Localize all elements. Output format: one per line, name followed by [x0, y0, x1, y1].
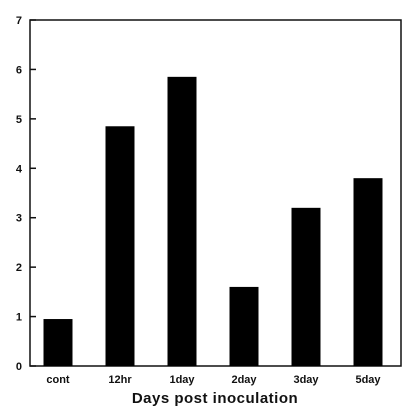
y-tick-label: 7	[16, 15, 22, 27]
y-tick-label: 3	[16, 213, 22, 225]
y-tick-label: 4	[16, 163, 23, 175]
bar-2day	[229, 286, 259, 366]
bar-cont	[43, 319, 73, 366]
x-axis-title: Days post inoculation	[132, 390, 298, 407]
x-axis: cont 12hr 1day 2day 3day 5day	[46, 374, 381, 386]
x-tick-label-12hr: 12hr	[108, 374, 132, 386]
bar-1day	[167, 76, 197, 366]
bar-3day	[291, 207, 321, 366]
x-tick-label-5day: 5day	[355, 374, 381, 386]
y-tick-label: 6	[16, 64, 22, 76]
x-tick-label-cont: cont	[46, 374, 70, 386]
y-tick-label: 0	[16, 361, 22, 373]
y-axis: 0 1 2 3 4 5 6 7	[16, 15, 36, 373]
y-tick-label: 2	[16, 262, 22, 274]
bar-12hr	[105, 126, 135, 367]
plot-frame	[29, 19, 402, 367]
bars-group	[43, 76, 383, 367]
y-tick-label: 1	[16, 312, 22, 324]
x-tick-label-2day: 2day	[231, 374, 257, 386]
x-tick-label-3day: 3day	[293, 374, 319, 386]
bar-5day	[353, 178, 383, 366]
x-tick-label-1day: 1day	[169, 374, 195, 386]
y-tick-label: 5	[16, 114, 22, 126]
